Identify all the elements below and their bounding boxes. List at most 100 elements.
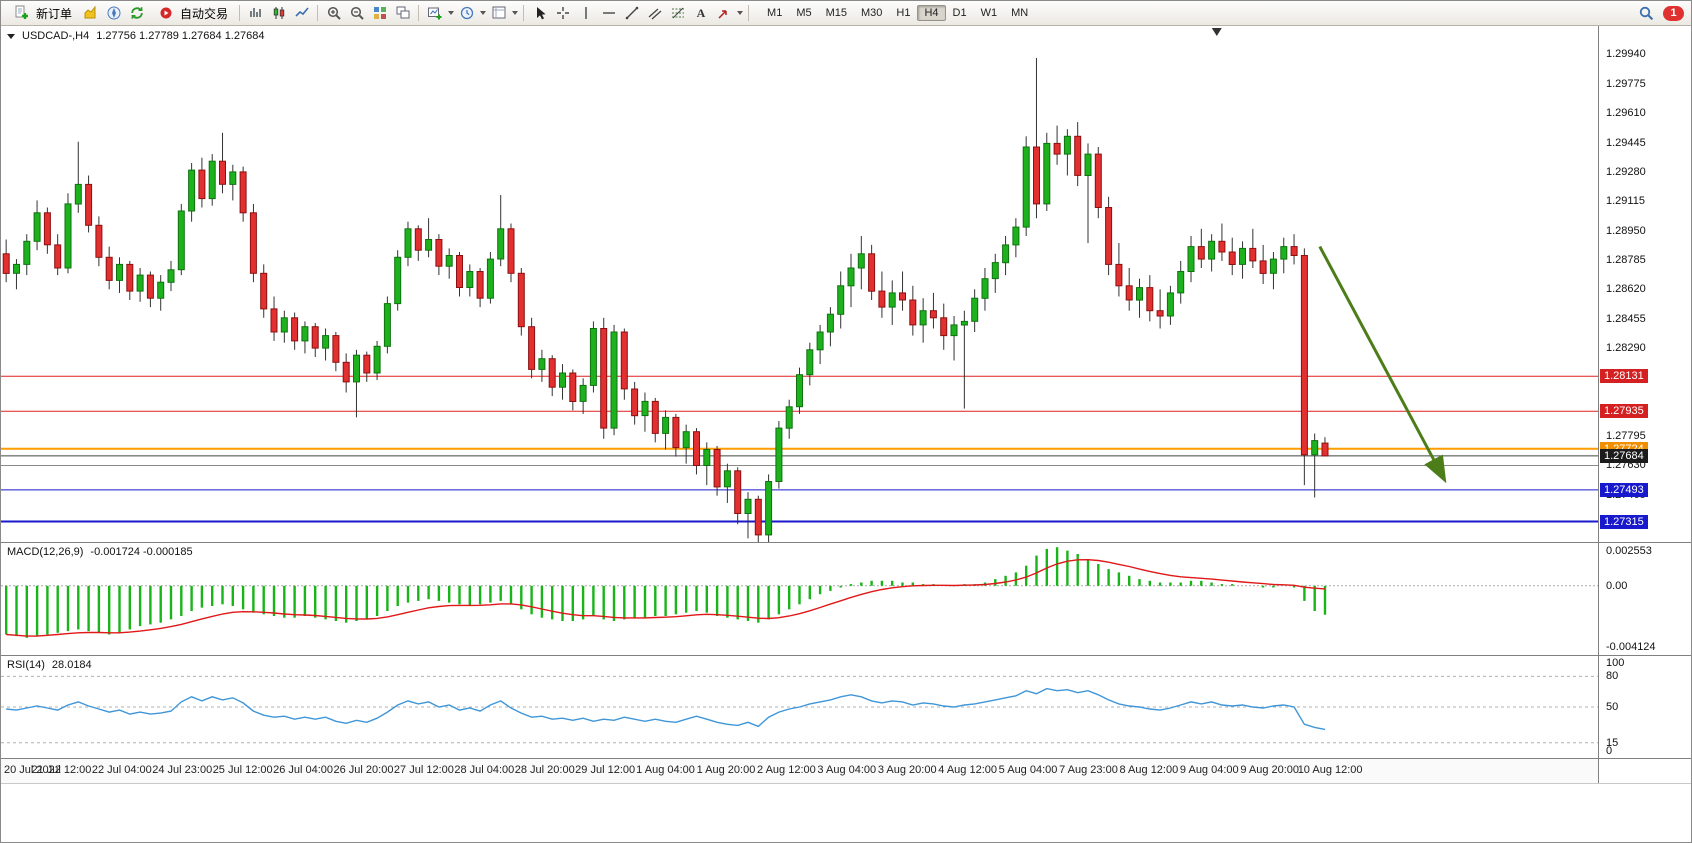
time-tick: 7 Aug 23:00 bbox=[1059, 764, 1118, 776]
new-chart-icon[interactable] bbox=[424, 3, 445, 23]
separator bbox=[523, 5, 525, 21]
time-tick: 1 Aug 20:00 bbox=[696, 764, 756, 776]
macd-label: MACD(12,26,9) bbox=[7, 546, 84, 558]
main-toolbar: 新订单 自动交易 bbox=[1, 1, 1691, 26]
new-order-button[interactable]: 新订单 bbox=[5, 1, 78, 25]
arrow-tool-caret-icon[interactable] bbox=[737, 11, 744, 15]
candlestick-chart-icon[interactable] bbox=[268, 3, 289, 23]
rsi-value: 28.0184 bbox=[51, 659, 92, 671]
template-icon[interactable] bbox=[488, 3, 509, 23]
line-chart-icon[interactable] bbox=[291, 3, 312, 23]
price-tag: 1.27684 bbox=[1600, 448, 1648, 463]
new-order-label: 新订单 bbox=[36, 6, 73, 21]
price-tick: 1.29775 bbox=[1606, 77, 1646, 90]
svg-text:A: A bbox=[696, 6, 705, 20]
time-tick: 26 Jul 04:00 bbox=[273, 764, 334, 776]
template-caret-icon[interactable] bbox=[512, 11, 519, 15]
time-tick: 28 Jul 20:00 bbox=[514, 764, 575, 776]
timeframe-m30-button[interactable]: M30 bbox=[854, 5, 889, 21]
price-panel[interactable]: USDCAD-,H4 1.27756 1.27789 1.27684 1.276… bbox=[1, 26, 1598, 542]
timeframe-h4-button[interactable]: H4 bbox=[917, 5, 946, 21]
navigator-icon[interactable] bbox=[103, 3, 124, 23]
price-tick: 1.29445 bbox=[1606, 136, 1646, 149]
plot-column: USDCAD-,H4 1.27756 1.27789 1.27684 1.276… bbox=[1, 26, 1598, 783]
period-clock-icon[interactable] bbox=[456, 3, 477, 23]
bar-chart-icon[interactable] bbox=[245, 3, 266, 23]
price-tick: 1.29940 bbox=[1606, 48, 1646, 61]
separator bbox=[418, 5, 420, 21]
chart-header: USDCAD-,H4 1.27756 1.27789 1.27684 1.276… bbox=[7, 30, 264, 42]
axis-corner bbox=[1599, 758, 1691, 783]
time-tick: 2 Aug 12:00 bbox=[757, 764, 816, 776]
time-tick: 9 Aug 20:00 bbox=[1240, 764, 1300, 776]
auto-trading-icon bbox=[155, 3, 176, 23]
time-tick: 9 Aug 04:00 bbox=[1179, 764, 1239, 776]
rsi-panel[interactable]: RSI(14) 28.0184 bbox=[1, 655, 1598, 758]
search-icon[interactable] bbox=[1635, 3, 1656, 23]
time-tick: 1 Aug 04:00 bbox=[636, 764, 695, 776]
time-tick: 27 Jul 12:00 bbox=[393, 764, 454, 776]
separator bbox=[239, 5, 241, 21]
price-tick: 1.28785 bbox=[1606, 253, 1646, 266]
zoom-in-icon[interactable] bbox=[323, 3, 344, 23]
time-axis[interactable]: 20 Jul 2022 21 Jul 12:00 22 Jul 04:00 24 Ju… bbox=[1, 758, 1598, 783]
symbol-period-label: USDCAD-,H4 bbox=[22, 30, 90, 42]
horizontal-line-icon[interactable] bbox=[598, 3, 619, 23]
auto-trading-label: 自动交易 bbox=[180, 6, 229, 21]
rsi-tick: 0 bbox=[1606, 745, 1613, 757]
price-tick: 1.27795 bbox=[1606, 430, 1646, 443]
time-tick: 8 Aug 12:00 bbox=[1119, 764, 1179, 776]
price-tick: 1.29280 bbox=[1606, 165, 1646, 178]
notification-badge[interactable]: 1 bbox=[1663, 5, 1684, 21]
bottom-spacer bbox=[1, 783, 1691, 842]
timeframe-w1-button[interactable]: W1 bbox=[974, 5, 1005, 21]
vertical-line-icon[interactable] bbox=[575, 3, 596, 23]
rsi-axis: 100 80 50 15 0 bbox=[1599, 655, 1691, 758]
symbol-dropdown-icon[interactable] bbox=[7, 33, 15, 39]
arrow-tool-icon[interactable] bbox=[713, 3, 734, 23]
macd-tick: 0.00 bbox=[1606, 579, 1628, 592]
zoom-out-icon[interactable] bbox=[346, 3, 367, 23]
rsi-tick: 100 bbox=[1606, 657, 1625, 669]
time-tick: 20 Jul 2022 bbox=[4, 764, 61, 776]
price-tick: 1.28455 bbox=[1606, 312, 1646, 325]
price-tag: 1.28131 bbox=[1600, 369, 1648, 384]
price-tick: 1.29610 bbox=[1606, 107, 1646, 120]
price-axis[interactable]: 1.29940 1.29775 1.29610 1.29445 1.29280 1.291… bbox=[1599, 26, 1691, 542]
tile-windows-icon[interactable] bbox=[369, 3, 390, 23]
macd-tick: -0.004124 bbox=[1606, 641, 1656, 653]
chart-area: USDCAD-,H4 1.27756 1.27789 1.27684 1.276… bbox=[1, 26, 1691, 783]
rsi-tick: 80 bbox=[1606, 670, 1619, 683]
timeframe-m1-button[interactable]: M1 bbox=[760, 5, 789, 21]
cursor-icon[interactable] bbox=[529, 3, 550, 23]
separator bbox=[317, 5, 319, 21]
time-tick: 22 Jul 04:00 bbox=[91, 764, 152, 776]
channel-icon[interactable] bbox=[644, 3, 665, 23]
toolbar-right: 1 bbox=[1635, 3, 1687, 23]
time-tick: 4 Aug 12:00 bbox=[938, 764, 997, 776]
time-tick: 21 Jul 12:00 bbox=[31, 764, 92, 776]
macd-panel[interactable]: MACD(12,26,9) -0.001724 -0.000185 bbox=[1, 542, 1598, 655]
cascade-windows-icon[interactable] bbox=[392, 3, 413, 23]
timeframe-d1-button[interactable]: D1 bbox=[946, 5, 974, 21]
time-tick: 26 Jul 20:00 bbox=[333, 764, 394, 776]
rsi-tick: 15 bbox=[1606, 736, 1619, 749]
rsi-label: RSI(14) bbox=[7, 659, 45, 671]
trendline-icon[interactable] bbox=[621, 3, 642, 23]
macd-tick: 0.002553 bbox=[1606, 545, 1652, 557]
new-order-icon bbox=[11, 3, 32, 23]
fibonacci-icon[interactable] bbox=[667, 3, 688, 23]
period-caret-icon[interactable] bbox=[480, 11, 487, 15]
timeframe-h1-button[interactable]: H1 bbox=[889, 5, 917, 21]
crosshair-icon[interactable] bbox=[552, 3, 573, 23]
price-tick: 1.28290 bbox=[1606, 342, 1646, 355]
refresh-icon[interactable] bbox=[126, 3, 147, 23]
market-watch-icon[interactable] bbox=[80, 3, 101, 23]
text-tool-icon[interactable]: A bbox=[690, 3, 711, 23]
timeframe-m5-button[interactable]: M5 bbox=[789, 5, 818, 21]
auto-trading-button[interactable]: 自动交易 bbox=[149, 1, 234, 25]
timeframe-mn-button[interactable]: MN bbox=[1004, 5, 1035, 21]
rsi-tick: 50 bbox=[1606, 701, 1619, 713]
timeframe-m15-button[interactable]: M15 bbox=[819, 5, 854, 21]
new-chart-caret-icon[interactable] bbox=[448, 11, 455, 15]
